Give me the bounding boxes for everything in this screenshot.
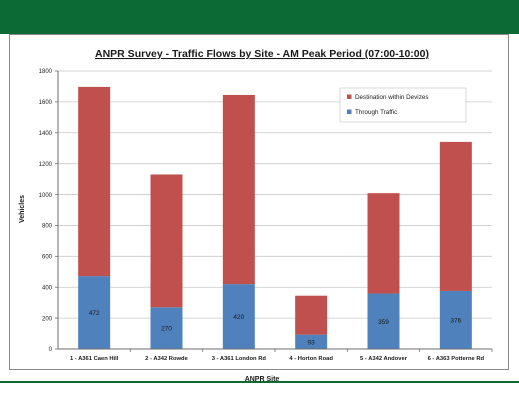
data-label: 270 — [161, 326, 172, 333]
data-label: 472 — [89, 310, 100, 317]
y-axis-title: Vehicles — [19, 195, 26, 223]
bar-destination — [222, 94, 255, 285]
y-tick-label: 600 — [42, 255, 53, 261]
bar-destination — [295, 295, 328, 335]
bar-through-traffic — [367, 293, 400, 349]
chart-title: ANPR Survey - Traffic Flows by Site - AM… — [95, 48, 429, 60]
y-tick-label: 1800 — [39, 69, 53, 75]
header-band — [0, 0, 519, 34]
bar-through-traffic — [78, 276, 111, 349]
legend-swatch — [347, 94, 352, 99]
x-tick-label: 3 - A361 London Rd — [212, 356, 267, 362]
y-tick-label: 800 — [42, 224, 53, 230]
bottom-rule — [0, 381, 519, 383]
legend-swatch — [347, 109, 352, 114]
y-tick-label: 1400 — [39, 131, 53, 137]
legend-label: Destination within Devizes — [355, 94, 429, 101]
y-tick-labels: 0 200 400 600 800 1000 1200 1400 1600 1800 — [39, 69, 53, 353]
bar-through-traffic — [295, 334, 328, 349]
y-tick-label: 0 — [49, 347, 53, 353]
x-tick-label: 5 - A342 Andover — [360, 356, 408, 362]
y-tick-label: 1000 — [39, 193, 53, 199]
data-label: 376 — [450, 317, 461, 324]
data-label: 359 — [378, 319, 389, 326]
bar-destination — [367, 193, 400, 294]
x-axis-title: ANPR Site — [245, 376, 280, 383]
legend: Destination within Devizes Through Traffi… — [339, 87, 467, 123]
x-tick-label: 2 - A342 Rowde — [145, 356, 188, 362]
bar-through-traffic — [150, 307, 183, 349]
bars: 472 270 420 93 359 376 — [78, 86, 472, 349]
y-tick-label: 1600 — [39, 100, 53, 106]
data-label: 420 — [233, 314, 244, 321]
x-tick-label: 4 - Horton Road — [289, 356, 333, 362]
x-tick-labels: 1 - A361 Caen Hill 2 - A342 Rowde 3 - A361… — [70, 356, 485, 362]
bar-destination — [78, 86, 111, 277]
legend-label: Through Traffic — [355, 109, 397, 116]
y-tick-label: 400 — [42, 285, 53, 291]
bar-through-traffic — [439, 290, 472, 349]
data-label: 93 — [308, 339, 316, 346]
y-tick-label: 200 — [42, 316, 53, 322]
x-tick-label: 6 - A363 Potterne Rd — [428, 356, 485, 362]
bar-destination — [439, 141, 472, 291]
y-tick-label: 1200 — [39, 162, 53, 168]
bar-destination — [150, 174, 183, 308]
bar-through-traffic — [222, 284, 255, 349]
legend-box — [339, 87, 467, 123]
axes — [57, 71, 493, 352]
gridlines — [55, 70, 492, 350]
x-tick-label: 1 - A361 Caen Hill — [70, 356, 119, 362]
